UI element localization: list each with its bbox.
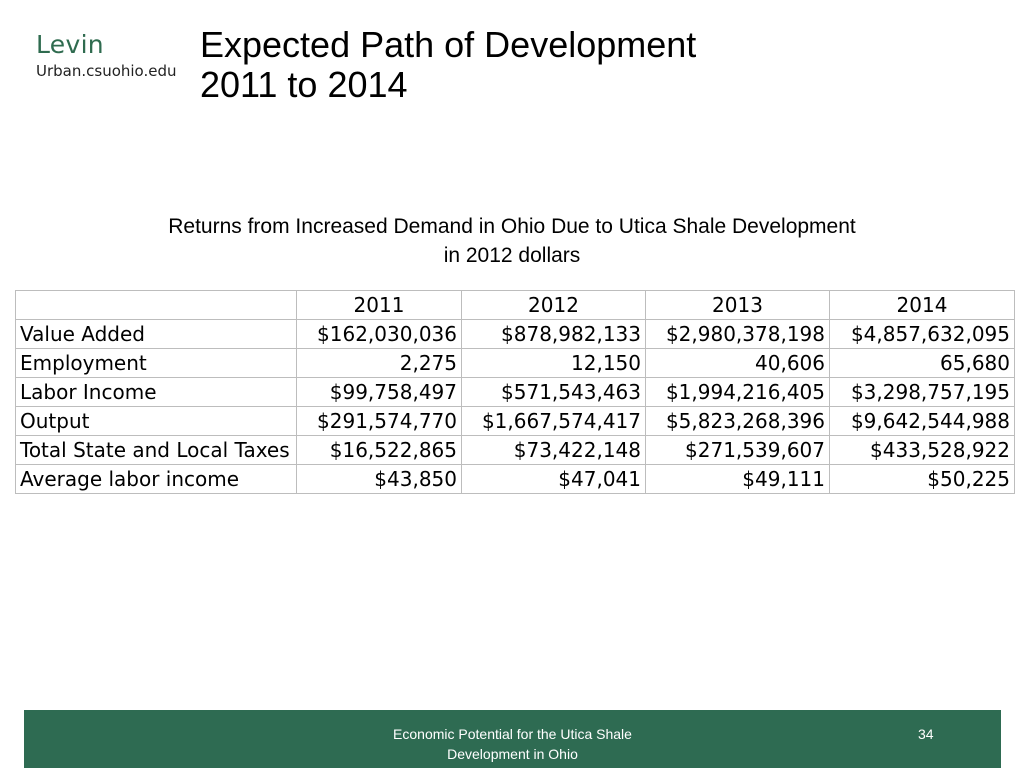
table-cell: $878,982,133 bbox=[461, 319, 646, 349]
table-cell: $9,642,544,988 bbox=[829, 406, 1015, 436]
table-header-cell-2012: 2012 bbox=[461, 290, 646, 320]
table-cell: 2,275 bbox=[296, 348, 462, 378]
table-cell: $50,225 bbox=[829, 464, 1015, 494]
table-cell: 65,680 bbox=[829, 348, 1015, 378]
table-row: Total State and Local Taxes $16,522,865 … bbox=[15, 435, 1015, 465]
row-label: Output bbox=[15, 406, 297, 436]
economic-impact-table: 2011 2012 2013 2014 Value Added $162,030… bbox=[15, 290, 1015, 494]
row-label: Total State and Local Taxes bbox=[15, 435, 297, 465]
table-caption-line-2: in 2012 dollars bbox=[443, 244, 581, 267]
table-caption: Returns from Increased Demand in Ohio Du… bbox=[0, 212, 1024, 270]
table-cell: $5,823,268,396 bbox=[645, 406, 830, 436]
table-row: Employment 2,275 12,150 40,606 65,680 bbox=[15, 348, 1015, 378]
table-header-row: 2011 2012 2013 2014 bbox=[15, 290, 1015, 320]
row-label: Average labor income bbox=[15, 464, 297, 494]
table-header-cell-2014: 2014 bbox=[829, 290, 1015, 320]
footer-title: Economic Potential for the Utica Shale D… bbox=[24, 724, 1001, 764]
table-cell: $291,574,770 bbox=[296, 406, 462, 436]
slide-title-line-1: Expected Path of Development bbox=[200, 24, 697, 65]
footer-title-line-1: Economic Potential for the Utica Shale bbox=[393, 726, 632, 742]
table-cell: $16,522,865 bbox=[296, 435, 462, 465]
table-cell: $1,994,216,405 bbox=[645, 377, 830, 407]
slide-title: Expected Path of Development 2011 to 201… bbox=[200, 25, 820, 105]
table-cell: $433,528,922 bbox=[829, 435, 1015, 465]
logo-name: Levin bbox=[36, 30, 104, 59]
table-cell: $571,543,463 bbox=[461, 377, 646, 407]
logo: Levin Urban.csuohio.edu bbox=[36, 30, 177, 80]
row-label: Value Added bbox=[15, 319, 297, 349]
table-row: Output $291,574,770 $1,667,574,417 $5,82… bbox=[15, 406, 1015, 436]
logo-url: Urban.csuohio.edu bbox=[36, 62, 177, 80]
table-cell: $162,030,036 bbox=[296, 319, 462, 349]
slide-title-line-2: 2011 to 2014 bbox=[200, 64, 408, 105]
page-number: 34 bbox=[918, 726, 934, 742]
table-cell: $43,850 bbox=[296, 464, 462, 494]
table-cell: $99,758,497 bbox=[296, 377, 462, 407]
footer-bar: Economic Potential for the Utica Shale D… bbox=[24, 710, 1001, 768]
table-row: Value Added $162,030,036 $878,982,133 $2… bbox=[15, 319, 1015, 349]
row-label: Labor Income bbox=[15, 377, 297, 407]
table-row: Labor Income $99,758,497 $571,543,463 $1… bbox=[15, 377, 1015, 407]
row-label: Employment bbox=[15, 348, 297, 378]
table-cell: $4,857,632,095 bbox=[829, 319, 1015, 349]
table-row: Average labor income $43,850 $47,041 $49… bbox=[15, 464, 1015, 494]
table-cell: 12,150 bbox=[461, 348, 646, 378]
table-cell: $271,539,607 bbox=[645, 435, 830, 465]
footer-title-line-2: Development in Ohio bbox=[447, 746, 578, 762]
table-caption-line-1: Returns from Increased Demand in Ohio Du… bbox=[168, 215, 856, 238]
table-cell: $2,980,378,198 bbox=[645, 319, 830, 349]
table-cell: $49,111 bbox=[645, 464, 830, 494]
table-header-cell-empty bbox=[15, 290, 297, 320]
table-cell: $47,041 bbox=[461, 464, 646, 494]
table-cell: $1,667,574,417 bbox=[461, 406, 646, 436]
table-cell: $73,422,148 bbox=[461, 435, 646, 465]
table-cell: $3,298,757,195 bbox=[829, 377, 1015, 407]
table-cell: 40,606 bbox=[645, 348, 830, 378]
table-header-cell-2013: 2013 bbox=[645, 290, 830, 320]
table-header-cell-2011: 2011 bbox=[296, 290, 462, 320]
